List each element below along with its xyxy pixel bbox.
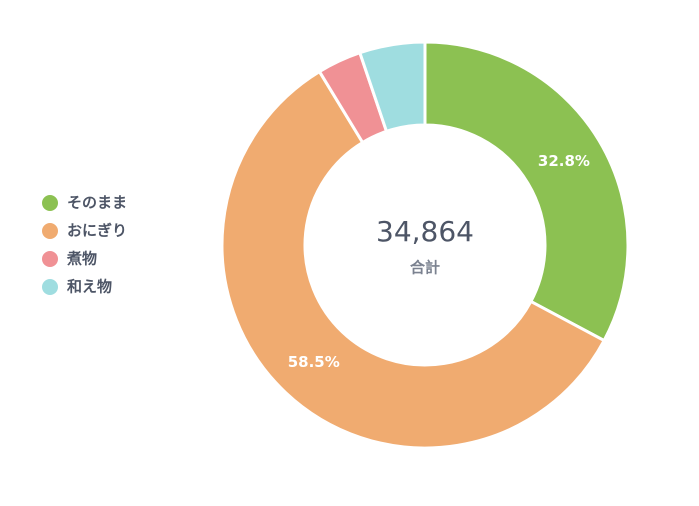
- legend-marker: [42, 251, 58, 267]
- legend-label: おにぎり: [67, 222, 127, 240]
- legend-marker: [42, 195, 58, 211]
- center-total: 34,864: [376, 215, 474, 248]
- legend-label: 煮物: [66, 250, 97, 268]
- donut-segment: [220, 69, 607, 450]
- donut-segment: [357, 40, 427, 134]
- legend-marker: [42, 223, 58, 239]
- donut-segment: [423, 40, 630, 343]
- value-label: 32.8%: [538, 152, 590, 170]
- legend-label: 和え物: [67, 278, 112, 296]
- legend-label: そのまま: [67, 194, 127, 212]
- legend-marker: [42, 279, 58, 295]
- value-label: 58.5%: [288, 353, 340, 371]
- center-label: 合計: [409, 259, 440, 277]
